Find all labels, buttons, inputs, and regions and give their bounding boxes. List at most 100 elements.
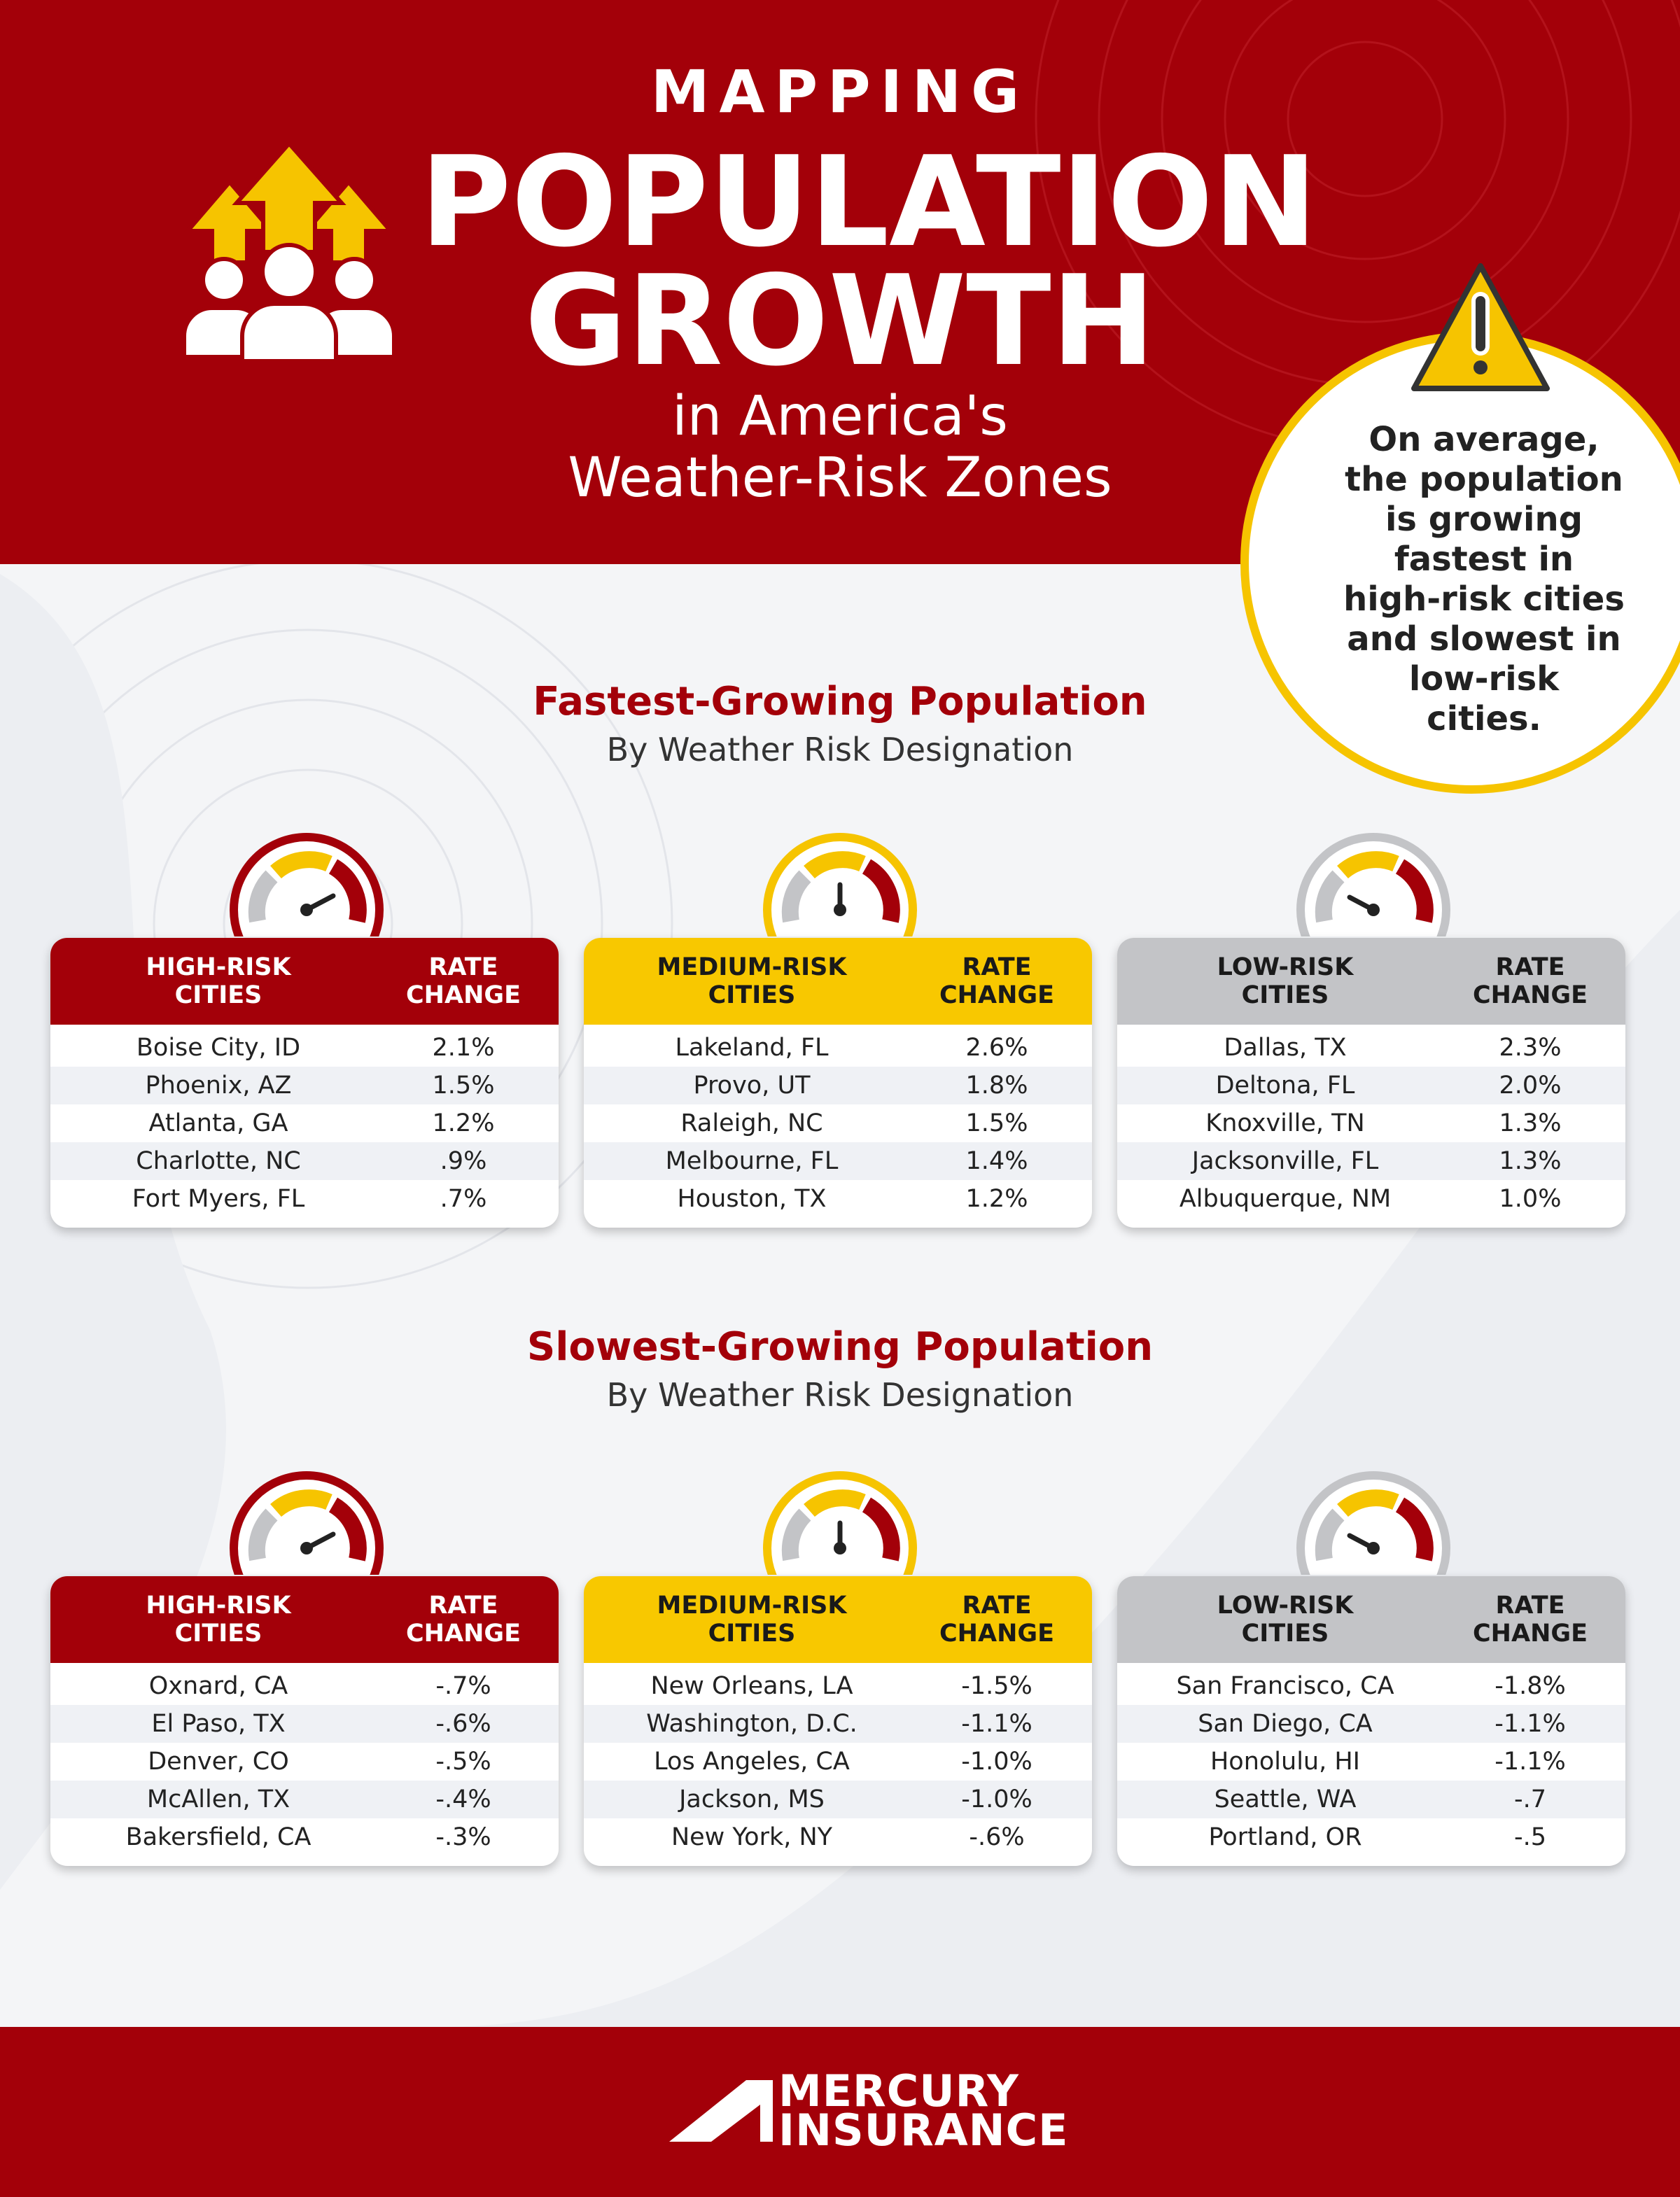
- city-cell: Fort Myers, FL: [132, 1185, 305, 1213]
- rate-column-header: RATE CHANGE: [1473, 953, 1588, 1009]
- table-row: Oxnard, CA -.7%: [50, 1667, 559, 1705]
- city-cell: San Francisco, CA: [1176, 1672, 1394, 1700]
- rate-column-header: RATE CHANGE: [406, 1592, 521, 1648]
- table-row: Denver, CO -.5%: [50, 1743, 559, 1781]
- slowest-low-risk-table: LOW-RISK CITIES RATE CHANGE San Francisco,…: [1117, 1576, 1625, 1866]
- rate-cell: 1.8%: [965, 1072, 1028, 1100]
- rate-cell: -1.0%: [961, 1785, 1032, 1813]
- city-cell: Dallas, TX: [1224, 1034, 1347, 1062]
- city-cell: Raleigh, NC: [680, 1109, 823, 1137]
- header-subtitle-line-2: Weather-Risk Zones: [568, 447, 1112, 510]
- table-row: Melbourne, FL 1.4%: [584, 1142, 1092, 1180]
- rate-cell: -1.0%: [961, 1748, 1032, 1776]
- table-row: Jackson, MS -1.0%: [584, 1781, 1092, 1818]
- high-risk-gauge-icon: [230, 1471, 384, 1575]
- table-header: MEDIUM-RISK CITIES RATE CHANGE: [584, 1576, 1092, 1663]
- rate-cell: -.3%: [435, 1823, 491, 1851]
- table-row: Boise City, ID 2.1%: [50, 1029, 559, 1067]
- callout-line: cities.: [1427, 699, 1541, 738]
- table-row: Lakeland, FL 2.6%: [584, 1029, 1092, 1067]
- city-cell: El Paso, TX: [151, 1710, 286, 1738]
- table-row: New Orleans, LA -1.5%: [584, 1667, 1092, 1705]
- city-column-header: LOW-RISK CITIES: [1217, 1592, 1354, 1648]
- city-cell: San Diego, CA: [1198, 1710, 1373, 1738]
- table-row: San Francisco, CA -1.8%: [1117, 1667, 1625, 1705]
- rate-column-header: RATE CHANGE: [939, 953, 1054, 1009]
- city-cell: Jackson, MS: [679, 1785, 825, 1813]
- medium-risk-gauge-icon: [763, 833, 917, 936]
- table-row: New York, NY -.6%: [584, 1818, 1092, 1856]
- rate-cell: -.5: [1513, 1823, 1547, 1851]
- table-row: Los Angeles, CA -1.0%: [584, 1743, 1092, 1781]
- callout-text: On average, the population is growing fa…: [1323, 420, 1645, 739]
- rate-column-header: RATE CHANGE: [1473, 1592, 1588, 1648]
- table-row: Provo, UT 1.8%: [584, 1067, 1092, 1104]
- mercury-insurance-logo: MERCURY INSURANCE: [778, 2065, 1069, 2156]
- table-header: LOW-RISK CITIES RATE CHANGE: [1117, 938, 1625, 1025]
- city-cell: Lakeland, FL: [675, 1034, 829, 1062]
- slowest-high-risk-table: HIGH-RISK CITIES RATE CHANGE Oxnard, CA -.7…: [50, 1576, 559, 1866]
- table-row: Bakersfield, CA -.3%: [50, 1818, 559, 1856]
- table-row: Portland, OR -.5: [1117, 1818, 1625, 1856]
- callout-line: fastest in: [1394, 540, 1574, 579]
- rate-cell: -.7: [1513, 1785, 1547, 1813]
- rate-cell: 1.0%: [1499, 1185, 1562, 1213]
- city-cell: Washington, D.C.: [646, 1710, 858, 1738]
- city-cell: Houston, TX: [677, 1185, 827, 1213]
- table-row: San Diego, CA -1.1%: [1117, 1705, 1625, 1743]
- fastest-section-subtitle: By Weather Risk Designation: [606, 731, 1074, 768]
- slowest-section-title: Slowest-Growing Population: [526, 1324, 1154, 1370]
- rate-cell: 1.5%: [432, 1072, 495, 1100]
- table-row: McAllen, TX -.4%: [50, 1781, 559, 1818]
- table-row: Jacksonville, FL 1.3%: [1117, 1142, 1625, 1180]
- rate-cell: -1.8%: [1494, 1672, 1566, 1700]
- fastest-section-title: Fastest-Growing Population: [533, 679, 1147, 724]
- slowest-section-subtitle: By Weather Risk Designation: [606, 1376, 1074, 1414]
- warning-icon: [1411, 263, 1550, 391]
- rate-cell: 1.2%: [432, 1109, 495, 1137]
- table-row: Charlotte, NC .9%: [50, 1142, 559, 1180]
- rate-cell: -.7%: [435, 1672, 491, 1700]
- callout-line: the population: [1345, 460, 1623, 499]
- rate-cell: 1.4%: [965, 1147, 1028, 1175]
- rate-cell: -1.1%: [961, 1710, 1032, 1738]
- logo-line-2: INSURANCE: [778, 2105, 1069, 2156]
- table-header: LOW-RISK CITIES RATE CHANGE: [1117, 1576, 1625, 1663]
- rate-column-header: RATE CHANGE: [406, 953, 521, 1009]
- table-row: Knoxville, TN 1.3%: [1117, 1104, 1625, 1142]
- table-row: Dallas, TX 2.3%: [1117, 1029, 1625, 1067]
- city-cell: Knoxville, TN: [1205, 1109, 1365, 1137]
- table-row: Honolulu, HI -1.1%: [1117, 1743, 1625, 1781]
- city-cell: Oxnard, CA: [148, 1672, 288, 1700]
- low-risk-gauge-icon: [1296, 1471, 1450, 1575]
- city-column-header: MEDIUM-RISK CITIES: [657, 1592, 847, 1648]
- table-row: Deltona, FL 2.0%: [1117, 1067, 1625, 1104]
- city-cell: Provo, UT: [693, 1072, 811, 1100]
- city-column-header: HIGH-RISK CITIES: [146, 1592, 291, 1648]
- city-cell: Jacksonville, FL: [1191, 1147, 1379, 1175]
- city-cell: Phoenix, AZ: [145, 1072, 292, 1100]
- header-kicker: MAPPING: [650, 57, 1030, 126]
- rate-column-header: RATE CHANGE: [939, 1592, 1054, 1648]
- high-risk-gauge-icon: [230, 833, 384, 936]
- city-cell: Deltona, FL: [1215, 1072, 1355, 1100]
- city-cell: McAllen, TX: [146, 1785, 290, 1813]
- rate-cell: .9%: [440, 1147, 487, 1175]
- header-title-line-2: GROWTH: [524, 248, 1156, 393]
- rate-cell: 2.3%: [1499, 1034, 1562, 1062]
- city-cell: Bakersfield, CA: [125, 1823, 312, 1851]
- city-cell: Portland, OR: [1208, 1823, 1362, 1851]
- table-header: MEDIUM-RISK CITIES RATE CHANGE: [584, 938, 1092, 1025]
- mercury-logo-icon: [669, 2080, 773, 2142]
- population-growth-icon: [182, 140, 396, 363]
- rate-cell: 1.2%: [965, 1185, 1028, 1213]
- logo-line-1: MERCURY: [778, 2065, 1019, 2117]
- rate-cell: -.4%: [435, 1785, 491, 1813]
- header-title-line-1: POPULATION: [420, 129, 1318, 274]
- rate-cell: -.5%: [435, 1748, 491, 1776]
- fastest-medium-risk-table: MEDIUM-RISK CITIES RATE CHANGE Lakeland, F…: [584, 938, 1092, 1228]
- callout-line: and slowest in: [1347, 619, 1621, 659]
- table-row: Phoenix, AZ 1.5%: [50, 1067, 559, 1104]
- table-row: Fort Myers, FL .7%: [50, 1180, 559, 1218]
